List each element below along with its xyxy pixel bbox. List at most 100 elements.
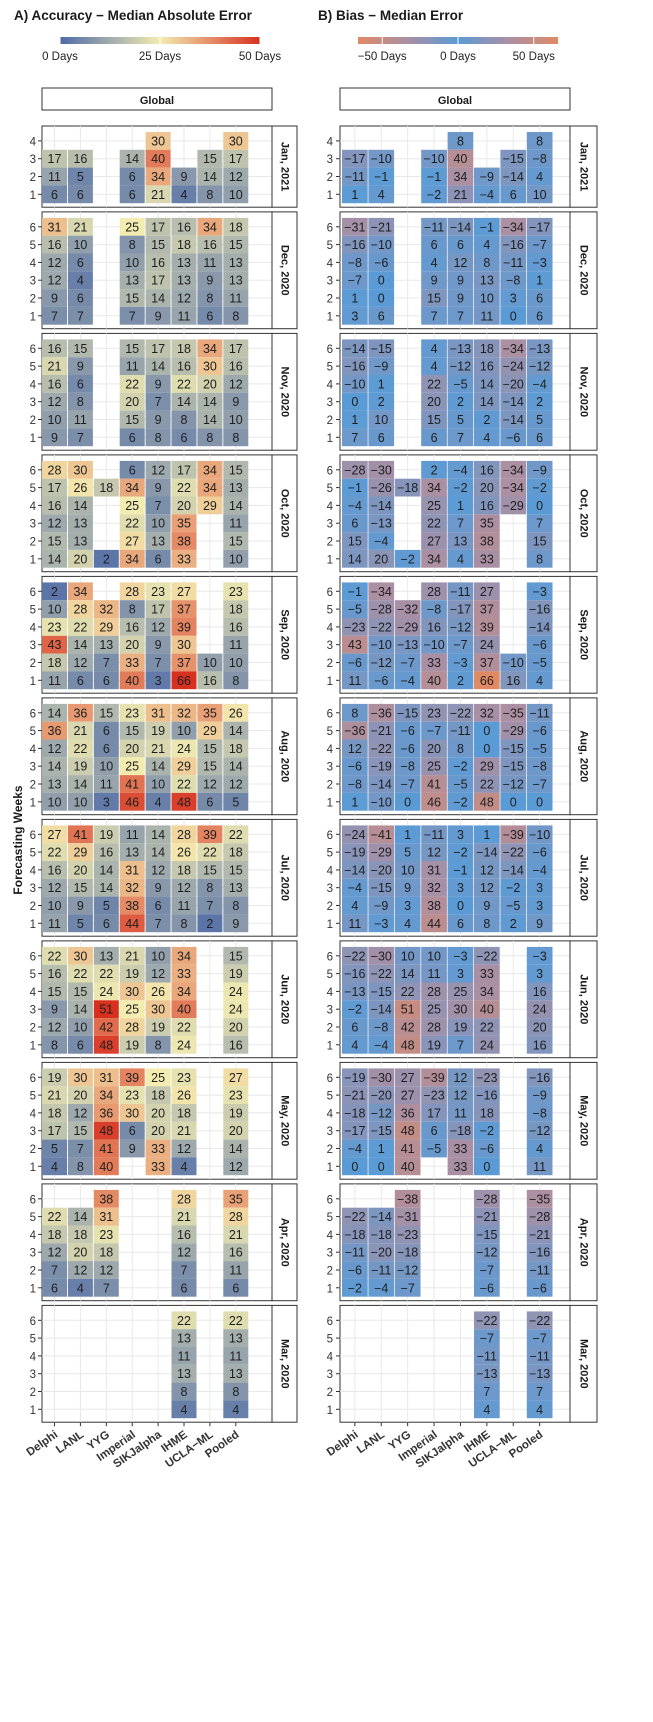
cell-value-label: 32 (177, 706, 191, 720)
heatmap-cell (526, 185, 553, 204)
cell-value-label: 13 (177, 274, 191, 288)
cell-value-label: 11 (178, 309, 191, 323)
heatmap-cell (93, 478, 119, 497)
cell-value-label: 33 (125, 656, 139, 670)
heatmap-cell (42, 964, 67, 983)
cell-value-label: 27 (125, 535, 139, 549)
cell-value-label: −11 (345, 1246, 365, 1260)
heatmap-cell (171, 843, 197, 861)
cell-value-label: 29 (177, 760, 191, 774)
cell-value-label: −19 (344, 1071, 365, 1085)
heatmap-cell (342, 878, 368, 897)
cell-value-label: 14 (177, 395, 191, 409)
cell-value-label: 35 (177, 517, 191, 531)
cell-value-label: 14 (48, 552, 62, 566)
cell-value-label: −12 (529, 360, 550, 374)
y-tick-label: 4 (30, 501, 37, 513)
heatmap-cell (171, 914, 197, 933)
heatmap-cell (223, 775, 249, 793)
heatmap-cell (526, 478, 553, 497)
cell-value-label: 12 (73, 1106, 87, 1120)
cell-value-label: 10 (48, 413, 62, 427)
cell-value-label: 8 (536, 552, 543, 566)
heatmap-cell (447, 253, 474, 272)
cell-value-label: 22 (73, 967, 87, 981)
heatmap-cell (223, 739, 249, 758)
cell-value-label: 21 (151, 188, 165, 202)
cell-value-label: 19 (73, 760, 87, 774)
heatmap-cell (368, 410, 395, 429)
heatmap-cell (119, 1104, 145, 1122)
cell-value-label: −6 (480, 1281, 494, 1295)
cell-value-label: 5 (457, 413, 464, 427)
cell-value-label: −30 (371, 949, 392, 963)
row-strip-label: Apr, 2020 (279, 1218, 291, 1267)
y-tick-label: 4 (327, 136, 334, 148)
strip-label: Global (140, 95, 174, 107)
cell-value-label: 40 (427, 674, 441, 688)
cell-value-label: 28 (427, 985, 441, 999)
heatmap-cell (394, 1068, 421, 1087)
heatmap-cell (42, 775, 67, 793)
row-strip-label: Nov, 2020 (578, 367, 590, 418)
y-tick-label: 6 (30, 344, 36, 356)
cell-value-label: −7 (480, 1264, 494, 1278)
facet-panel: −1 −34 28 −11 27 −3−5 −28 −32 −8 −17 37 −16−23 −22 −2… (327, 575, 598, 694)
heatmap-cell (342, 549, 368, 568)
heatmap-cell (447, 671, 474, 690)
heatmap-cell (526, 1068, 553, 1087)
heatmap-cell (394, 792, 421, 811)
cell-value-label: −11 (424, 828, 444, 842)
cell-value-label: 29 (99, 620, 113, 634)
cell-value-label: 9 (457, 292, 464, 306)
cell-value-label: 23 (177, 1071, 191, 1085)
cell-value-label: 15 (203, 760, 217, 774)
heatmap-cell (474, 167, 500, 186)
heatmap-cell (145, 896, 171, 915)
heatmap-cell (447, 496, 474, 515)
heatmap-cell (93, 635, 119, 654)
cell-value-label: 5 (77, 170, 84, 184)
cell-value-label: 19 (151, 724, 165, 738)
heatmap-cell (119, 671, 145, 690)
cell-value-label: 30 (151, 1003, 165, 1017)
cell-value-label: −23 (397, 1228, 418, 1242)
cell-value-label: 11 (203, 256, 216, 270)
heatmap-cell (145, 496, 171, 515)
cell-value-label: 20 (73, 863, 87, 877)
heatmap-cell (474, 861, 500, 879)
cell-value-label: 13 (125, 274, 139, 288)
heatmap-cell (42, 532, 67, 550)
heatmap-cell (474, 185, 500, 204)
cell-value-label: −2 (453, 481, 467, 495)
cell-value-label: −31 (344, 220, 365, 234)
heatmap-cell (223, 392, 249, 411)
row-strip-box (569, 1061, 598, 1180)
cell-value-label: −8 (533, 152, 547, 166)
heatmap-cell (526, 1121, 553, 1140)
heatmap-cell (119, 635, 145, 654)
heatmap-cell (394, 1207, 421, 1226)
heatmap-cell (526, 1086, 553, 1104)
row-strip-label: May, 2020 (578, 1095, 590, 1146)
heatmap-cell (447, 167, 474, 186)
cell-value-label: −5 (506, 899, 520, 913)
cell-value-label: 19 (229, 967, 243, 981)
cell-value-label: 19 (48, 1071, 62, 1085)
heatmap-cell (342, 1068, 368, 1087)
heatmap-cell (474, 1382, 500, 1401)
heatmap-cell (67, 149, 93, 168)
heatmap-cell (145, 514, 171, 533)
heatmap-cell (67, 339, 93, 358)
cell-value-label: 22 (427, 377, 441, 391)
row-strip-box (569, 211, 598, 330)
cell-value-label: 10 (125, 256, 139, 270)
cell-value-label: 7 (51, 309, 58, 323)
y-tick-label: 2 (327, 1387, 333, 1399)
heatmap-cell (526, 339, 553, 358)
cell-value-label: 33 (151, 1142, 165, 1156)
cell-value-label: 16 (177, 220, 191, 234)
y-tick-label: 1 (327, 311, 333, 323)
heatmap-cell (197, 671, 223, 690)
